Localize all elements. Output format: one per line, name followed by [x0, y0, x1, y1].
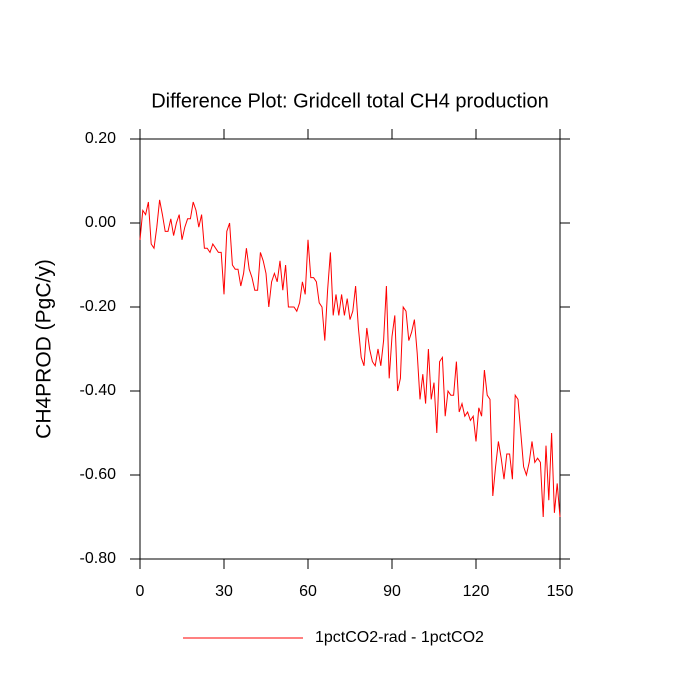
y-tick-label: -0.40 [80, 382, 117, 399]
y-tick-label: 0.20 [85, 130, 116, 147]
y-tick-label: -0.80 [80, 550, 117, 567]
x-tick-label: 150 [547, 583, 574, 600]
x-tick-label: 60 [299, 583, 317, 600]
chart-title: Difference Plot: Gridcell total CH4 prod… [151, 90, 549, 112]
y-tick-label: -0.60 [80, 466, 117, 483]
x-tick-label: 0 [136, 583, 145, 600]
x-tick-label: 120 [463, 583, 490, 600]
y-tick-label: 0.00 [85, 214, 116, 231]
plot-frame [139, 138, 561, 560]
y-axis-label: CH4PROD (PgC/y) [33, 259, 56, 439]
x-tick-label: 90 [383, 583, 401, 600]
y-tick-label: -0.20 [80, 298, 117, 315]
x-tick-label: 30 [215, 583, 233, 600]
data-line [139, 199, 561, 518]
legend-label: 1pctCO2-rad - 1pctCO2 [315, 629, 484, 646]
